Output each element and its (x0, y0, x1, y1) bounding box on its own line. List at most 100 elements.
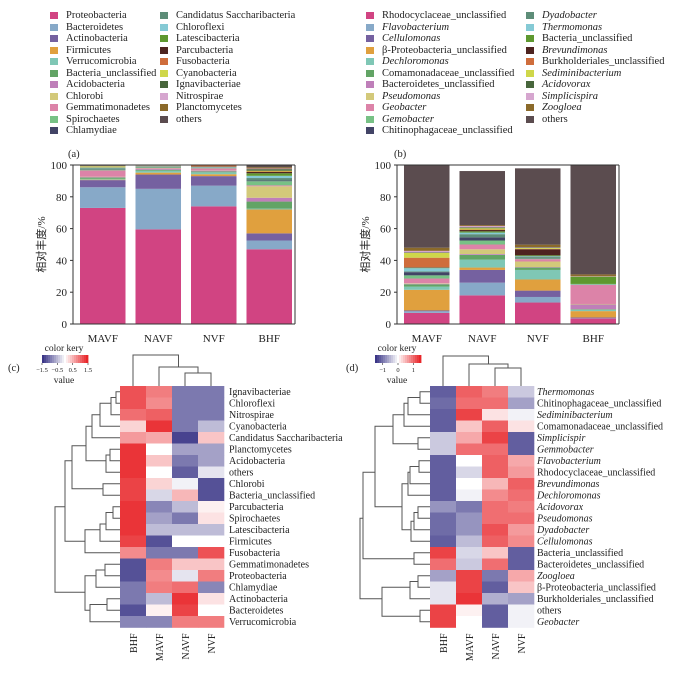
heatmap-cell (456, 489, 483, 502)
heatmap-cell (120, 604, 147, 617)
heatmap-cell (120, 386, 147, 398)
color-key-gradient-cell (70, 355, 73, 363)
heatmap-cell (198, 547, 225, 559)
heatmap-cell (146, 455, 173, 467)
row-label: Comamonadaceae_unclassified (537, 421, 663, 432)
legend-swatch (526, 104, 534, 112)
legend-item: Bacteria_unclassified (526, 33, 664, 45)
bar-segment (190, 176, 237, 186)
heatmap-cell (430, 593, 457, 605)
bar-segment (514, 255, 561, 257)
bar-segment (246, 209, 293, 234)
color-key-tick-label: 1.5 (84, 367, 92, 374)
legend-item: others (526, 114, 664, 126)
x-tick-label: NAVF (144, 333, 173, 345)
bar-segment (79, 178, 126, 180)
heatmap-cell (456, 386, 483, 398)
y-tick-label: 40 (56, 255, 68, 267)
color-key-gradient-cell (405, 355, 408, 363)
heatmap-cell (172, 524, 199, 536)
heatmap-cell (456, 455, 483, 467)
legend-swatch (526, 35, 534, 43)
color-key-gradient-cell (413, 355, 416, 363)
heatmap-cell (120, 570, 147, 582)
legend-label: Nitrospirae (176, 90, 224, 102)
heatmap-cell (456, 409, 483, 421)
bar-segment (246, 240, 293, 250)
legend-item: Zoogloea (526, 102, 664, 114)
legend-swatch (526, 12, 534, 20)
bar-segment (246, 164, 293, 168)
bar-segment (459, 267, 506, 270)
bar-segment (514, 249, 561, 256)
legend-swatch (50, 92, 58, 100)
bar-segment (79, 207, 126, 324)
bar-segment (135, 174, 182, 189)
legend-swatch (526, 46, 534, 54)
heatmap-cell (198, 616, 225, 628)
heatmap-cell (120, 616, 147, 628)
bar-segment (246, 233, 293, 241)
color-key-gradient-cell (393, 355, 396, 363)
color-key-gradient-cell (397, 355, 400, 363)
bar-segment (403, 289, 450, 311)
panel-label: (b) (394, 149, 407, 160)
color-key-gradient-cell (389, 355, 392, 363)
legend-item: Planctomycetes (160, 102, 295, 114)
bar-segment (459, 269, 506, 283)
bar-segment (514, 296, 561, 303)
dendrogram-branch (413, 512, 430, 531)
bar-segment (459, 244, 506, 250)
legend-swatch (366, 104, 374, 112)
heatmap-cell (456, 535, 483, 548)
row-label: Thermomonas (537, 387, 594, 398)
legend-swatch (526, 23, 534, 31)
bar-segment (246, 175, 293, 179)
bar-segment (246, 169, 293, 171)
legend-swatch (366, 115, 374, 123)
row-label: Zoogloea (537, 571, 575, 582)
bar-segment (403, 275, 450, 279)
color-key-gradient-cell (381, 355, 384, 363)
heatmap-cell (172, 420, 199, 433)
legend-swatch (366, 12, 374, 20)
dendrogram-branch (105, 454, 120, 473)
legend-item: Latescibacteria (160, 33, 295, 45)
stacked-bar-chart-b: (b) 0 20 40 60 80 100 相对丰度/% MAVF NAVF NVF BHF (358, 149, 620, 345)
heatmap-cell (482, 466, 509, 479)
legend-label: Zoogloea (542, 102, 582, 113)
color-key-gradient-cell (76, 355, 79, 363)
dendrogram-branch (407, 397, 430, 416)
legend-label: Burkholderiales_unclassified (542, 56, 665, 67)
legend-label: Firmicutes (66, 44, 111, 56)
legend-swatch (160, 12, 168, 20)
row-label: Dechloromonas (536, 490, 601, 501)
legend-swatch (526, 69, 534, 77)
bar-segment (459, 282, 506, 296)
bar-segment (246, 197, 293, 202)
legend-swatch (50, 46, 58, 54)
heatmap-cell (456, 420, 483, 433)
heatmap-cell (456, 501, 483, 513)
heatmap-cell (508, 443, 535, 456)
row-label: Chloroflexi (229, 398, 275, 409)
x-tick-label: BHF (583, 333, 604, 345)
color-key-gradient-cell (72, 355, 75, 363)
legend-swatch (160, 69, 168, 77)
color-key-gradient-cell (64, 355, 67, 363)
color-key-gradient-cell (44, 355, 47, 363)
heatmap-cell (120, 432, 147, 444)
y-tick-label: 40 (380, 255, 392, 267)
bar-segment (135, 170, 182, 173)
dendrogram-branch (54, 506, 85, 593)
heatmap-cell (198, 455, 225, 467)
heatmap-cell (430, 455, 457, 467)
row-label: Brevundimonas (537, 479, 600, 490)
color-key-gradient-cell (391, 355, 394, 363)
legend-item: Bacteroidetes (50, 22, 156, 34)
legend-swatch (160, 23, 168, 31)
legend-swatch (160, 81, 168, 89)
color-key-label: value (54, 376, 75, 386)
dendrogram-branch (417, 506, 430, 519)
legend-label: Latescibacteria (176, 33, 240, 44)
